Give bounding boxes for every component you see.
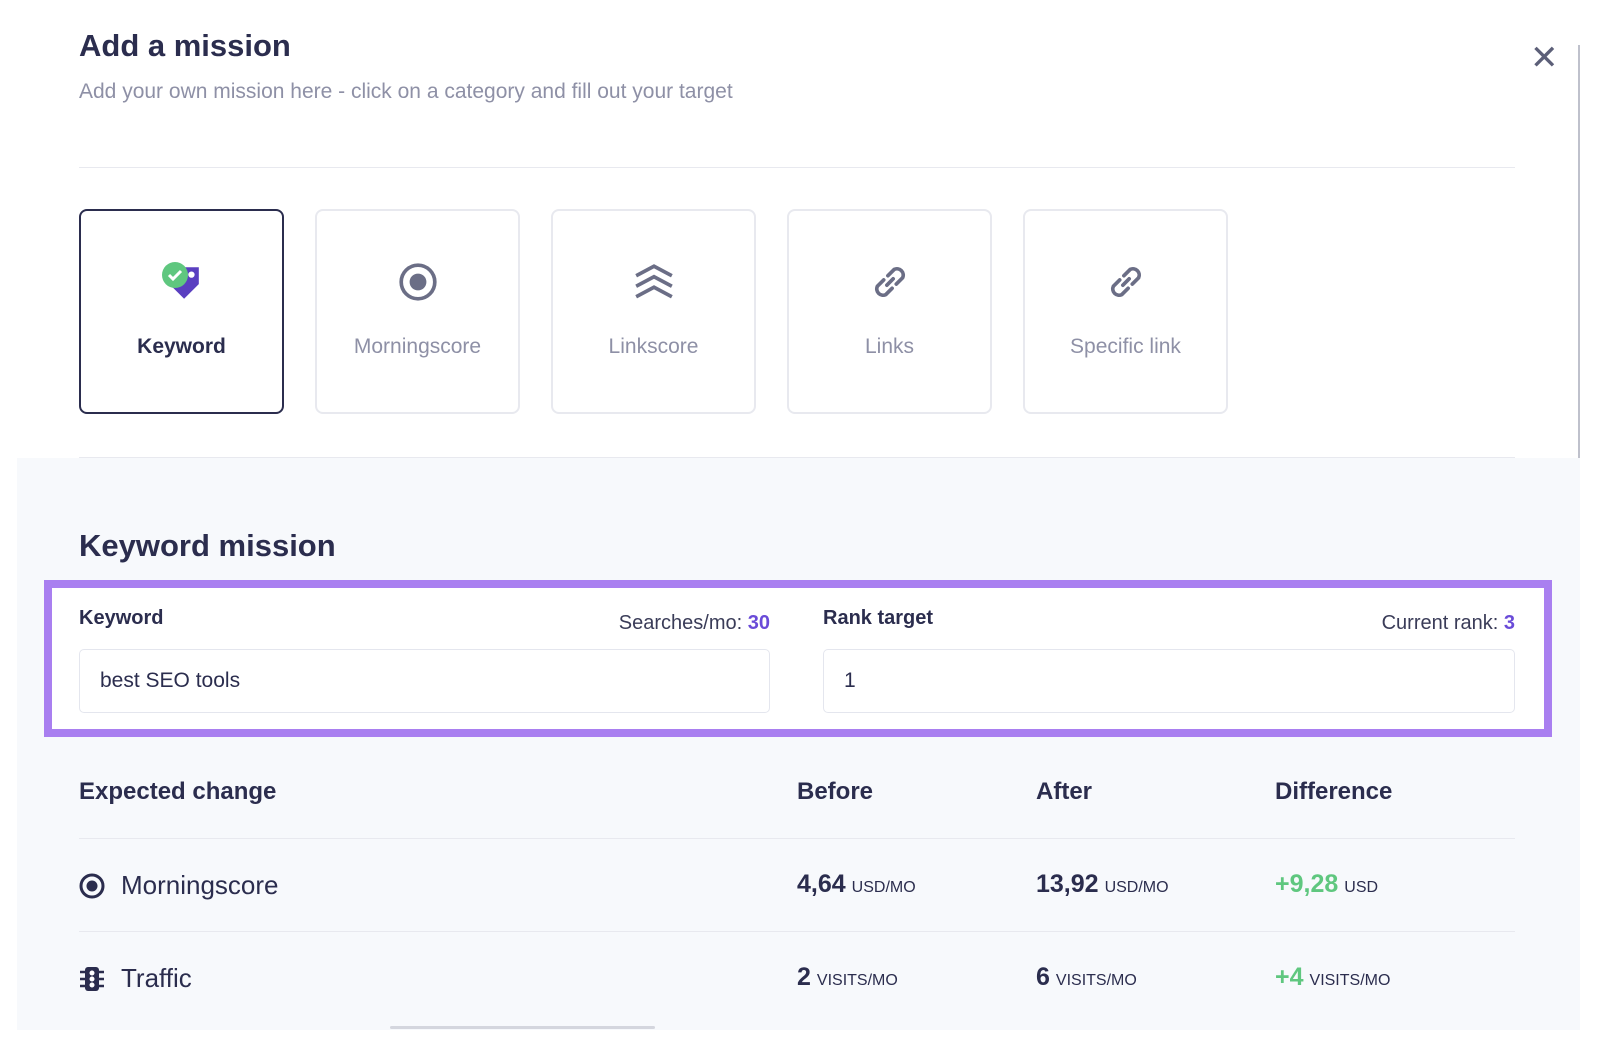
meta-label: Searches/mo:: [618, 612, 743, 634]
cell-value: +9,28: [1275, 870, 1339, 898]
table-header: Expected change: [79, 778, 277, 805]
cell-value: 6: [1036, 963, 1050, 991]
row-cell: +4 VISITS/MO: [1275, 963, 1390, 992]
row-cell: 4,64 USD/MO: [797, 870, 916, 899]
modal-subtitle: Add your own mission here - click on a c…: [79, 80, 733, 103]
divider: [79, 931, 1515, 932]
field-label: Keyword: [79, 607, 164, 629]
field-label: Rank target: [823, 607, 934, 629]
category-icon: [1111, 267, 1141, 297]
meta-label: Current rank:: [1381, 612, 1499, 634]
table-header: Before: [797, 778, 874, 805]
cell-unit: VISITS/MO: [1309, 972, 1391, 989]
cell-value: 13,92: [1036, 870, 1099, 898]
cell-unit: VISITS/MO: [1055, 972, 1137, 989]
row-cell: +9,28 USD: [1275, 870, 1378, 899]
category-card[interactable]: Linkscore: [551, 209, 756, 414]
modal-title: Add a mission: [79, 28, 291, 63]
row-label: Morningscore: [121, 870, 279, 900]
cell-unit: USD/MO: [1104, 879, 1169, 896]
cell-unit: VISITS/MO: [816, 972, 898, 989]
category-icon: [875, 267, 905, 297]
table-header: Difference: [1275, 778, 1393, 805]
category-label: Links: [864, 335, 915, 358]
category-icon: [635, 264, 673, 299]
row-label: Traffic: [121, 963, 192, 993]
row-icon: [80, 967, 104, 991]
category-label: Linkscore: [608, 335, 699, 358]
row-cell: 6 VISITS/MO: [1036, 963, 1137, 992]
section-title: Keyword mission: [79, 528, 336, 563]
cell-unit: USD: [1344, 879, 1379, 896]
field-meta: Searches/mo: 30: [619, 612, 770, 635]
divider: [79, 167, 1515, 168]
cell-unit: USD/MO: [851, 879, 916, 896]
selected-check: [162, 262, 188, 288]
mission-panel: [17, 458, 1580, 1030]
rank-input[interactable]: 1: [823, 649, 1515, 713]
field-meta: Current rank: 3: [1382, 612, 1515, 635]
meta-value: 30: [747, 612, 770, 634]
keyword-input[interactable]: best SEO tools: [79, 649, 770, 713]
category-card[interactable]: Specific link: [1023, 209, 1228, 414]
scrollbar: [390, 1026, 655, 1029]
category-label: Morningscore: [353, 335, 482, 358]
scrollbar: [1578, 45, 1580, 840]
row-cell: 2 VISITS/MO: [797, 963, 898, 992]
cell-value: 4,64: [797, 870, 846, 898]
divider: [79, 838, 1515, 839]
row-cell: 13,92 USD/MO: [1036, 870, 1169, 899]
divider: [79, 457, 1515, 458]
row-icon: [79, 873, 105, 899]
close-button[interactable]: ✕: [1530, 39, 1559, 77]
category-card[interactable]: Morningscore: [315, 209, 520, 414]
category-card[interactable]: Keyword: [79, 209, 284, 414]
category-icon: [399, 263, 437, 301]
meta-value: 3: [1503, 612, 1515, 634]
table-header: After: [1036, 778, 1093, 805]
cell-value: 2: [797, 963, 811, 991]
category-card[interactable]: Links: [787, 209, 992, 414]
cell-value: +4: [1275, 963, 1304, 991]
category-label: Keyword: [137, 335, 226, 358]
category-label: Specific link: [1070, 335, 1181, 358]
